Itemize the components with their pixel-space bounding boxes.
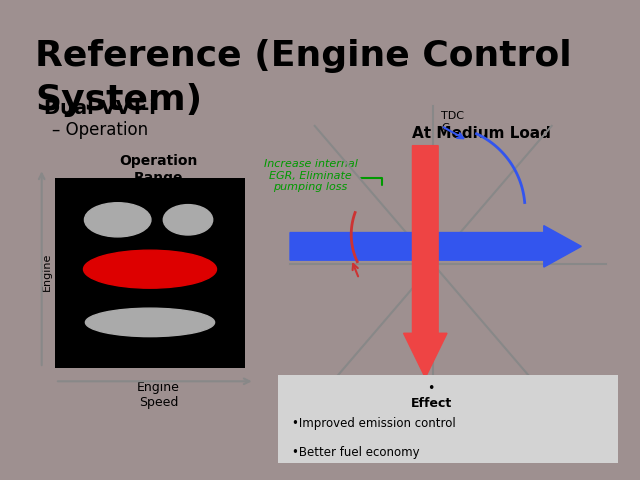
Text: Engine
Speed: Engine Speed: [137, 381, 180, 408]
Ellipse shape: [85, 308, 214, 336]
Text: Reference (Engine Control: Reference (Engine Control: [35, 38, 572, 72]
Text: TDC
C: TDC C: [441, 111, 464, 132]
Text: System): System): [35, 83, 202, 117]
Text: Operation
Range: Operation Range: [119, 155, 198, 185]
Text: Engine: Engine: [42, 252, 52, 290]
Text: Dual VVT-i: Dual VVT-i: [45, 99, 156, 119]
Text: Effect: Effect: [410, 397, 452, 410]
Text: At Medium Load: At Medium Load: [412, 126, 551, 141]
Ellipse shape: [163, 204, 212, 235]
Text: •: •: [428, 382, 435, 395]
Ellipse shape: [83, 250, 216, 288]
Text: BD
C: BD C: [441, 410, 457, 432]
Ellipse shape: [84, 203, 151, 237]
Text: •Improved emission control: •Improved emission control: [292, 417, 455, 430]
Text: Increase internal
EGR, Eliminate
pumping loss: Increase internal EGR, Eliminate pumping…: [264, 159, 357, 192]
Text: ⓁLEXUS: ⓁLEXUS: [543, 438, 595, 451]
FancyArrow shape: [290, 226, 581, 267]
FancyBboxPatch shape: [271, 373, 625, 465]
Text: •Better fuel economy: •Better fuel economy: [292, 446, 419, 459]
Text: – Operation: – Operation: [52, 121, 148, 139]
FancyArrow shape: [404, 145, 447, 378]
